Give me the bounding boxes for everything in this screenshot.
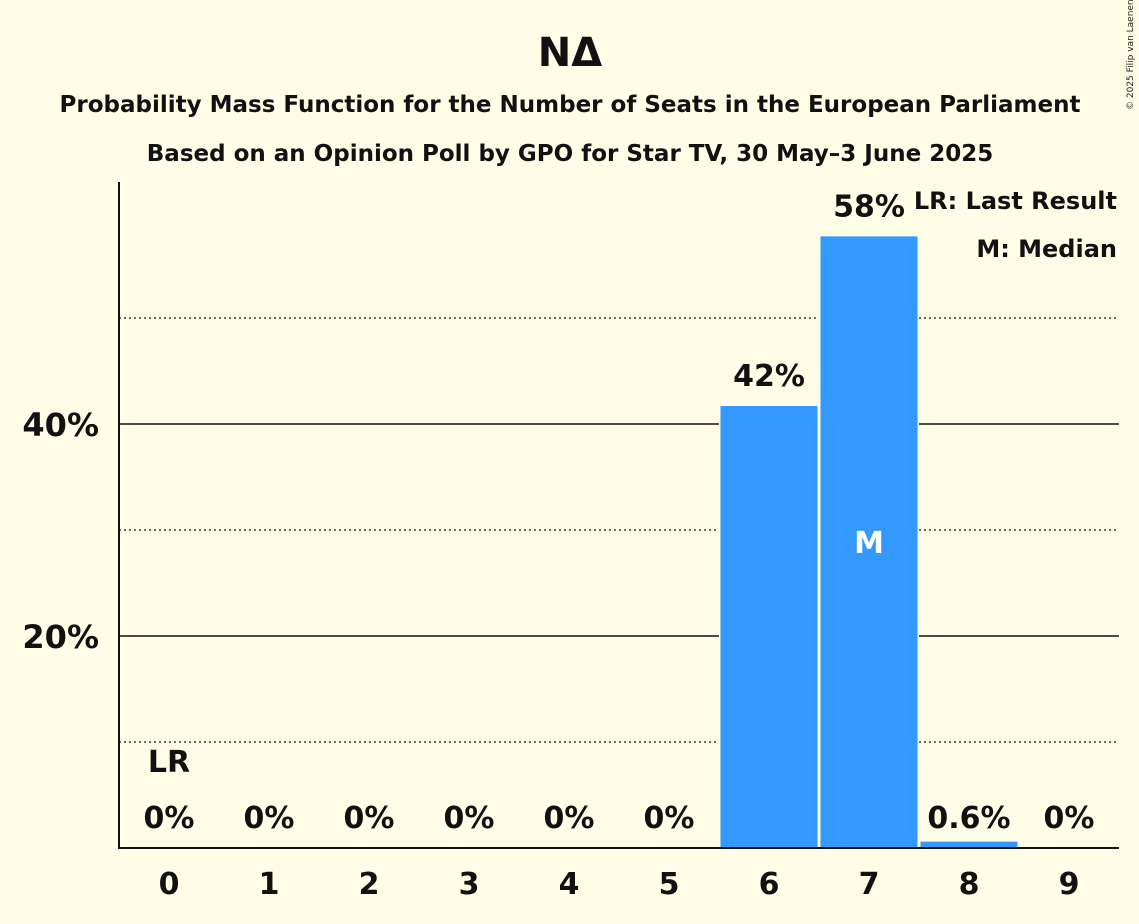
x-tick-label-9: 9: [1059, 867, 1080, 902]
value-label-3: 0%: [444, 801, 495, 836]
x-tick-label-7: 7: [859, 867, 880, 902]
x-tick-label-8: 8: [959, 867, 980, 902]
legend-last-result: LR: Last Result: [914, 187, 1117, 215]
x-tick-label-4: 4: [559, 867, 580, 902]
x-tick-label-0: 0: [159, 867, 180, 902]
x-tick-label-3: 3: [459, 867, 480, 902]
bars: [719, 236, 1019, 848]
y-tick-label-1: 40%: [22, 406, 99, 444]
value-label-9: 0%: [1044, 801, 1095, 836]
value-label-4: 0%: [544, 801, 595, 836]
median-marker: M: [854, 526, 884, 561]
bar-7: [820, 236, 918, 848]
x-tick-label-6: 6: [759, 867, 780, 902]
x-tick-label-1: 1: [259, 867, 280, 902]
value-label-2: 0%: [344, 801, 395, 836]
value-label-0: 0%: [144, 801, 195, 836]
bar-8: [920, 841, 1018, 848]
x-tick-label-5: 5: [659, 867, 680, 902]
copyright-text: © 2025 Filip van Laenen: [1126, 0, 1136, 110]
value-label-7: 58%: [833, 189, 905, 224]
gridlines: [119, 317, 1119, 743]
x-tick-label-2: 2: [359, 867, 380, 902]
chart-title: ΝΔ: [538, 30, 602, 76]
y-tick-label-0: 20%: [22, 618, 99, 656]
y-axis-ticks: 20% 40%: [22, 406, 99, 656]
value-label-6: 42%: [733, 359, 805, 394]
bar-6: [720, 405, 818, 848]
chart-subtitle: Probability Mass Function for the Number…: [60, 92, 1081, 118]
chart-subtitle-poll: Based on an Opinion Poll by GPO for Star…: [147, 141, 993, 167]
value-label-5: 0%: [644, 801, 695, 836]
last-result-marker: LR: [148, 745, 190, 780]
value-label-1: 0%: [244, 801, 295, 836]
value-labels: 0% 0% 0% 0% 0% 0% 42% 58% 0.6% 0% LR M: [144, 189, 1095, 836]
x-axis-ticks: 0 1 2 3 4 5 6 7 8 9: [159, 867, 1080, 902]
legend-median: M: Median: [976, 235, 1117, 263]
value-label-8: 0.6%: [927, 801, 1010, 836]
